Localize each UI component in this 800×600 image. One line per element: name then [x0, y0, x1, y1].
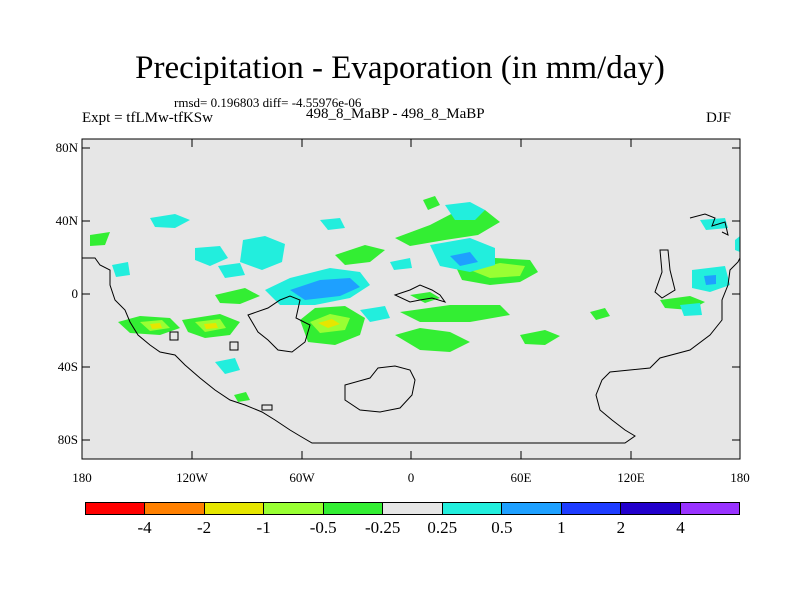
colorbar-box	[679, 502, 740, 515]
plot-title: Precipitation - Evaporation (in mm/day)	[135, 50, 665, 86]
lon-label-60e: 60E	[510, 470, 532, 485]
experiment-label: Expt = tfLMw-tfKSw	[82, 110, 213, 126]
colorbar-box	[441, 502, 503, 515]
lat-label-80n: 80N	[55, 140, 78, 155]
lon-label-120w: 120W	[176, 470, 208, 485]
axis-ticks	[81, 139, 741, 459]
colorbar-label: 2	[616, 518, 626, 537]
positive-anomaly-patches	[112, 202, 740, 374]
map-background	[82, 139, 740, 459]
colorbar-box	[144, 502, 205, 515]
colorbar-box	[382, 502, 443, 515]
colorbar-label: 4	[676, 518, 685, 537]
season-label: DJF	[706, 110, 732, 126]
colorbar-label: -0.25	[365, 518, 401, 537]
lat-label-40n: 40N	[55, 213, 78, 228]
rmsd-diff-stats: rmsd= 0.196803 diff= -4.55976e-06	[174, 95, 362, 110]
coastlines	[82, 213, 741, 444]
lon-label-180w: 180	[72, 470, 92, 485]
colorbar-label: -4	[137, 518, 152, 537]
lat-label-80s: 80S	[57, 432, 78, 447]
colorbar-label: -0.5	[309, 518, 337, 537]
run-comparison-label: 498_8_MaBP - 498_8_MaBP	[306, 106, 485, 122]
lon-label-180e: 180	[730, 470, 750, 485]
lon-label-60w: 60W	[289, 470, 315, 485]
colorbar-box	[322, 502, 384, 515]
colorbar-label: 0.5	[491, 518, 513, 537]
negative-anomaly-patches	[90, 196, 705, 402]
colorbar-label: -1	[256, 518, 271, 537]
lon-label-120e: 120E	[617, 470, 645, 485]
colorbar	[85, 502, 740, 515]
colorbar-label: 0.25	[427, 518, 458, 537]
colorbar-label: -2	[196, 518, 212, 537]
colorbar-box	[560, 502, 622, 515]
colorbar-box	[85, 502, 146, 515]
colorbar-box	[263, 502, 324, 515]
lat-label-0: 0	[71, 286, 79, 301]
colorbar-box	[203, 502, 265, 515]
colorbar-box	[501, 502, 562, 515]
lon-label-0: 0	[407, 470, 415, 485]
colorbar-label: 1	[557, 518, 566, 537]
lat-label-40s: 40S	[57, 359, 78, 374]
colorbar-box	[620, 502, 681, 515]
